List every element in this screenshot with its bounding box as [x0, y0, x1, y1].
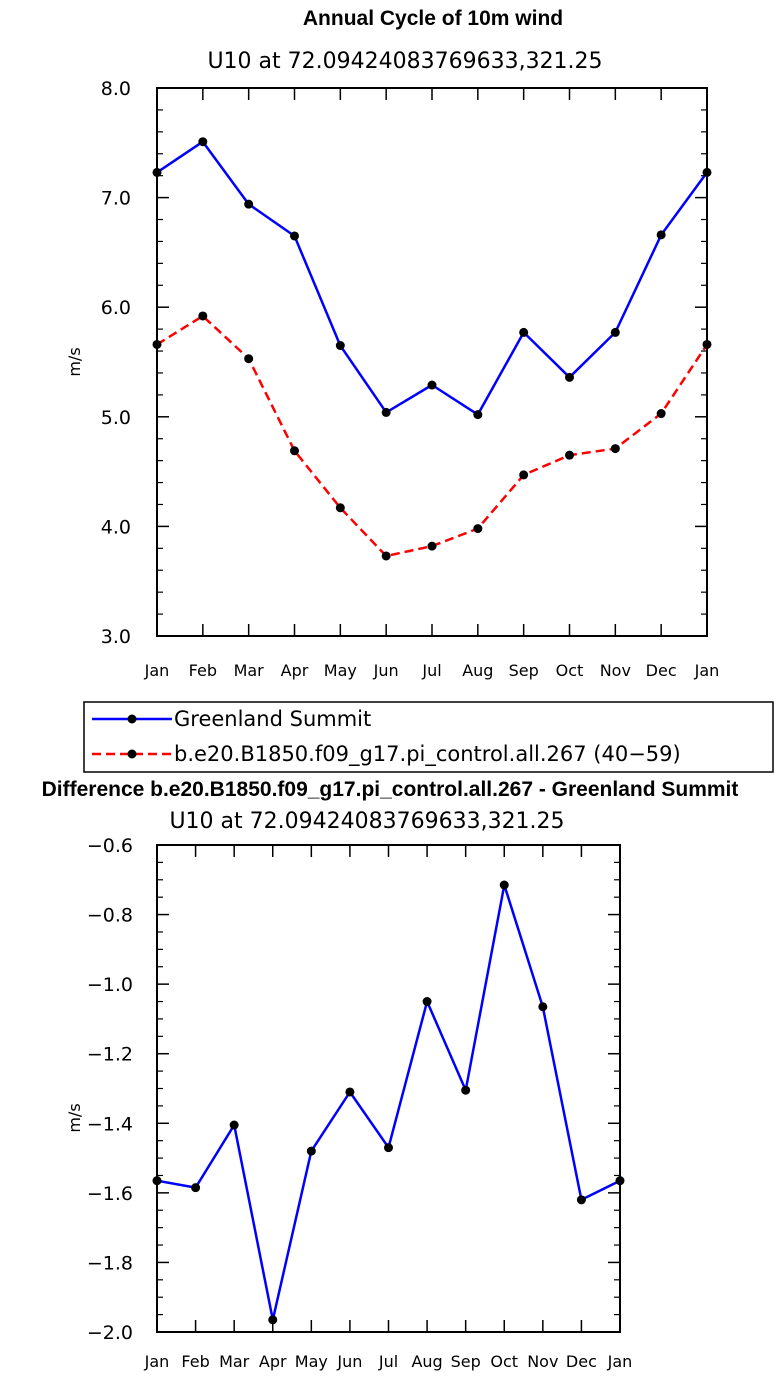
series-0-point	[268, 1315, 278, 1325]
x-tick-label: Feb	[189, 661, 217, 680]
series-1-point	[290, 446, 299, 456]
series-1-point	[244, 354, 254, 364]
x-tick-label: Jul	[421, 661, 441, 680]
x-tick-label: Jun	[336, 1352, 362, 1371]
x-tick-label: May	[324, 661, 357, 680]
series-0-point	[538, 1002, 548, 1012]
chart1-legend: Greenland Summit b.e20.B1850.f09_g17.pi_…	[83, 701, 774, 773]
series-0-point	[656, 230, 666, 240]
x-tick-label: Aug	[411, 1352, 442, 1371]
y-tick-label: −1.8	[87, 1252, 133, 1274]
series-1-point	[381, 551, 391, 561]
series-1-point	[519, 470, 529, 480]
x-tick-label: Sep	[451, 1352, 481, 1371]
y-tick-label: 8.0	[101, 78, 131, 100]
series-0-point	[381, 407, 391, 417]
series-0-point	[576, 1195, 586, 1205]
x-tick-label: Dec	[566, 1352, 597, 1371]
series-0-point	[565, 372, 574, 382]
difference-chart: Difference b.e20.B1850.f09_g17.pi_contro…	[42, 778, 739, 1371]
legend-label-greenland: Greenland Summit	[174, 707, 371, 731]
y-tick-label: 6.0	[101, 297, 131, 319]
series-1-point	[610, 444, 620, 454]
x-tick-label: Oct	[556, 661, 584, 680]
series-0-point	[610, 327, 620, 337]
y-tick-label: −1.6	[87, 1183, 133, 1205]
series-0-point	[335, 341, 345, 351]
x-tick-label: Jul	[378, 1352, 398, 1371]
chart1-plot-frame	[156, 87, 708, 637]
series-line-0	[156, 140, 709, 416]
annual-cycle-chart: Annual Cycle of 10m wind U10 at 72.09424…	[65, 7, 719, 680]
y-tick-label: −0.6	[87, 835, 133, 857]
x-tick-label: Mar	[219, 1352, 250, 1371]
legend-marker-model	[127, 749, 137, 759]
x-tick-label: Sep	[509, 661, 539, 680]
x-tick-label: Nov	[600, 661, 631, 680]
x-tick-label: Feb	[181, 1352, 209, 1371]
series-0-point	[499, 880, 509, 890]
x-tick-label: Oct	[490, 1352, 518, 1371]
y-tick-label: 4.0	[101, 516, 131, 538]
series-0-point	[384, 1143, 393, 1153]
y-tick-label: −2.0	[87, 1322, 133, 1344]
x-tick-label: Jun	[373, 661, 399, 680]
y-tick-label: 3.0	[101, 626, 131, 648]
series-0-point	[290, 231, 299, 241]
series-0-point	[229, 1120, 239, 1130]
x-tick-label: Apr	[281, 661, 309, 680]
series-1-point	[565, 450, 574, 460]
chart1-ylabel: m/s	[65, 347, 84, 376]
series-0-point	[191, 1183, 201, 1193]
series-0-point	[422, 997, 432, 1007]
chart1-title: Annual Cycle of 10m wind	[303, 7, 563, 30]
series-line-0	[156, 883, 621, 1322]
chart1-subtitle: U10 at 72.09424083769633,321.25	[207, 49, 602, 74]
x-tick-label: Mar	[234, 661, 265, 680]
series-0-point	[306, 1146, 316, 1156]
x-tick-label: Nov	[527, 1352, 558, 1371]
y-tick-label: −0.8	[87, 905, 133, 927]
legend-box	[83, 701, 774, 773]
y-tick-label: −1.0	[87, 974, 133, 996]
chart2-subtitle: U10 at 72.09424083769633,321.25	[169, 809, 564, 834]
y-tick-label: −1.2	[87, 1044, 133, 1066]
series-0-point	[345, 1087, 355, 1097]
series-0-point	[473, 410, 483, 420]
chart2-ylabel: m/s	[65, 1103, 84, 1132]
series-0-point	[244, 199, 254, 209]
x-tick-label: Jan	[694, 661, 720, 680]
x-tick-label: May	[295, 1352, 328, 1371]
legend-marker-greenland	[127, 714, 137, 724]
x-tick-label: Jan	[607, 1352, 633, 1371]
series-0-point	[519, 327, 529, 337]
series-0-point	[427, 380, 437, 390]
series-1-point	[656, 409, 666, 419]
series-line-1	[156, 314, 709, 558]
y-tick-label: −1.4	[87, 1113, 133, 1135]
series-0-point	[461, 1085, 471, 1095]
x-tick-label: Apr	[259, 1352, 287, 1371]
x-tick-label: Jan	[144, 661, 170, 680]
series-1-point	[427, 541, 437, 551]
x-tick-label: Aug	[462, 661, 493, 680]
chart2-title: Difference b.e20.B1850.f09_g17.pi_contro…	[42, 778, 739, 801]
y-tick-label: 5.0	[101, 407, 131, 429]
series-1-point	[335, 503, 345, 513]
chart2-plot-frame	[156, 844, 621, 1333]
series-1-point	[198, 311, 208, 321]
x-tick-label: Jan	[144, 1352, 170, 1371]
series-1-point	[473, 524, 483, 534]
x-tick-label: Dec	[646, 661, 677, 680]
legend-label-model: b.e20.B1850.f09_g17.pi_control.all.267 (…	[174, 742, 681, 767]
series-0-point	[198, 137, 208, 147]
y-tick-label: 7.0	[101, 188, 131, 210]
